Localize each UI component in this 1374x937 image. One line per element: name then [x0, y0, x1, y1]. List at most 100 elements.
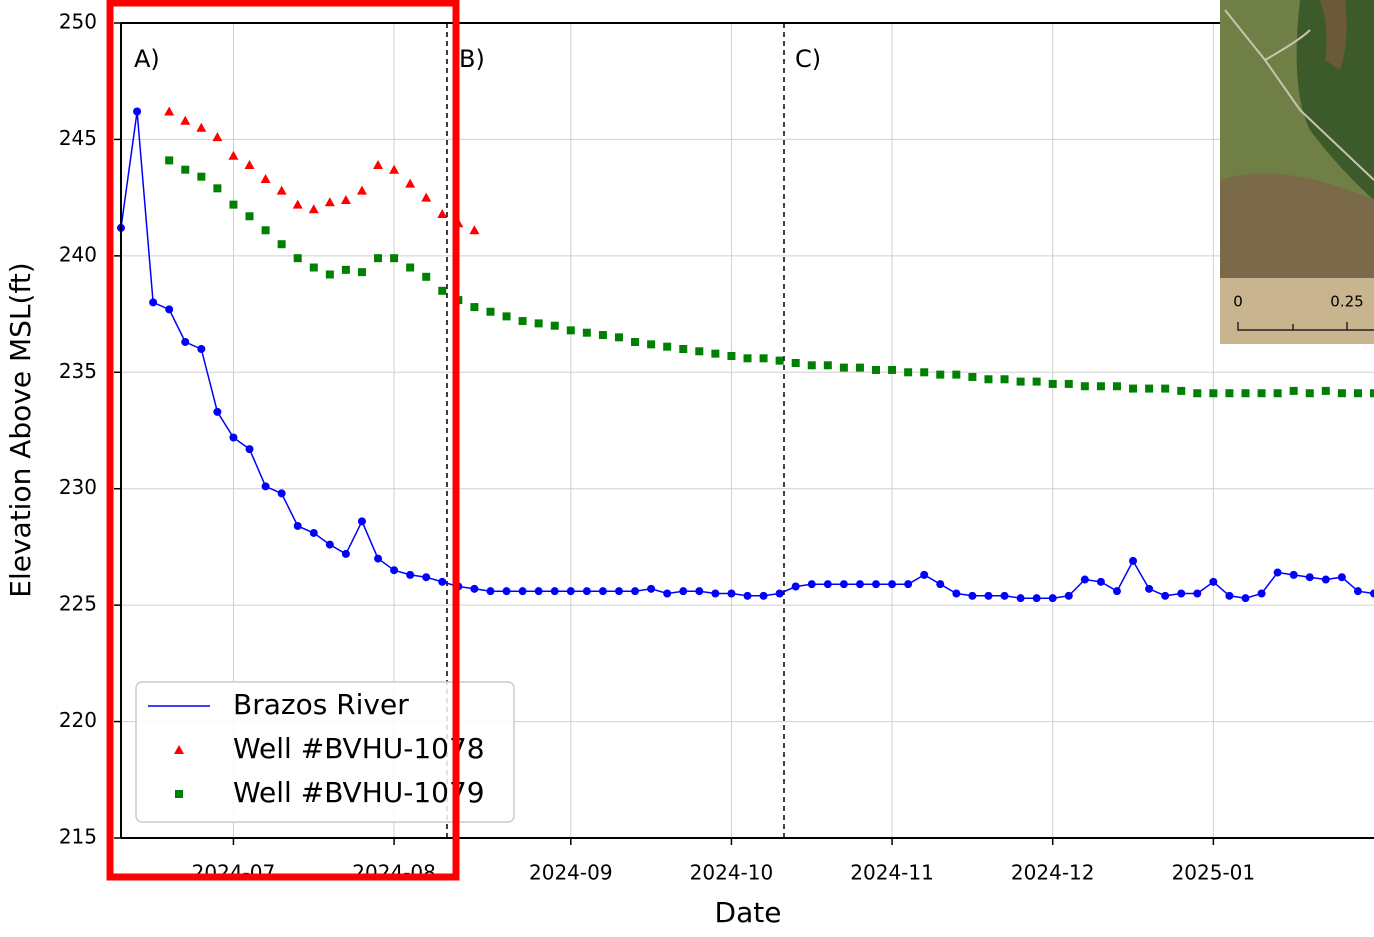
- x-axis-label: Date: [715, 896, 782, 929]
- data-point: [679, 345, 688, 353]
- data-point: [1241, 594, 1250, 603]
- data-point: [292, 199, 303, 209]
- data-point: [486, 587, 495, 596]
- data-point: [374, 554, 383, 563]
- data-point: [356, 185, 367, 195]
- data-point: [1145, 384, 1154, 393]
- data-point: [1337, 389, 1346, 398]
- data-point: [566, 326, 575, 335]
- data-point: [1000, 591, 1009, 600]
- data-point: [711, 589, 720, 598]
- data-point: [406, 263, 415, 272]
- data-point: [631, 338, 640, 347]
- data-point: [872, 365, 881, 374]
- data-point: [374, 254, 383, 263]
- data-point: [582, 328, 591, 337]
- data-point: [261, 226, 270, 235]
- data-point: [904, 580, 913, 589]
- data-point: [743, 591, 752, 600]
- data-point: [1305, 389, 1314, 398]
- data-point: [1257, 389, 1266, 398]
- annotation: C): [795, 45, 821, 73]
- annotation: A): [134, 45, 160, 73]
- data-point: [952, 589, 961, 598]
- data-point: [775, 356, 784, 365]
- data-point: [727, 589, 736, 598]
- y-tick-label: 215: [59, 825, 97, 849]
- data-point: [149, 298, 158, 307]
- data-point: [309, 528, 318, 537]
- legend-label: Well #BVHU-1079: [233, 776, 485, 809]
- data-point: [165, 305, 174, 314]
- data-point: [663, 589, 672, 598]
- data-point: [357, 268, 366, 277]
- data-point: [357, 517, 366, 526]
- data-point: [212, 132, 223, 142]
- data-point: [775, 589, 784, 598]
- data-point: [711, 349, 720, 358]
- data-point: [647, 340, 656, 349]
- data-point: [1048, 594, 1057, 603]
- data-point: [598, 587, 607, 596]
- data-point: [695, 347, 704, 356]
- data-point: [213, 407, 222, 416]
- data-point: [695, 587, 704, 596]
- data-point: [1016, 594, 1025, 603]
- data-point: [1016, 377, 1025, 386]
- data-point: [647, 584, 656, 593]
- map-crop: [1220, 173, 1374, 278]
- data-point: [309, 263, 318, 272]
- data-point: [920, 570, 929, 579]
- data-point: [550, 587, 559, 596]
- data-point: [293, 521, 302, 530]
- data-point: [502, 312, 511, 321]
- data-point: [1064, 379, 1073, 388]
- data-point: [759, 591, 768, 600]
- y-tick-label: 245: [59, 126, 97, 150]
- map-scale-label: 0: [1233, 293, 1243, 311]
- data-point: [245, 212, 254, 221]
- data-point: [839, 580, 848, 589]
- data-point: [1129, 384, 1138, 393]
- legend-label: Well #BVHU-1078: [233, 732, 485, 765]
- map-scale-label: 0.25: [1330, 293, 1363, 311]
- data-point: [1064, 591, 1073, 600]
- data-point: [438, 577, 447, 586]
- data-point: [1209, 577, 1218, 586]
- data-point: [952, 370, 961, 379]
- inset-map: 0 0.25: [1220, 0, 1374, 344]
- data-point: [277, 489, 286, 498]
- data-point: [1096, 577, 1105, 586]
- data-point: [422, 573, 431, 582]
- data-point: [1225, 389, 1234, 398]
- legend-swatch: [175, 790, 183, 798]
- y-tick-label: 240: [59, 242, 97, 266]
- data-point: [244, 160, 255, 170]
- data-point: [245, 445, 254, 454]
- data-point: [196, 122, 207, 132]
- data-point: [133, 107, 142, 116]
- legend-box: [135, 681, 515, 823]
- data-point: [229, 433, 238, 442]
- data-point: [984, 591, 993, 600]
- data-point: [486, 307, 495, 316]
- data-point: [324, 197, 335, 207]
- data-point: [598, 331, 607, 340]
- data-point: [518, 317, 527, 326]
- data-point: [228, 150, 239, 160]
- data-point: [1096, 382, 1105, 391]
- data-point: [469, 225, 480, 235]
- data-point: [1129, 556, 1138, 565]
- data-point: [759, 354, 768, 363]
- y-tick-label: 225: [59, 592, 97, 616]
- data-point: [1370, 389, 1374, 398]
- legend: Brazos River Well #BVHU-1078 Well #BVHU-10…: [135, 681, 515, 823]
- data-point: [1161, 384, 1170, 393]
- data-point: [1370, 589, 1374, 598]
- x-tick-label: 2024-10: [690, 861, 774, 885]
- data-point: [855, 580, 864, 589]
- data-point: [582, 587, 591, 596]
- data-point: [197, 345, 206, 353]
- data-point: [438, 286, 447, 295]
- data-point: [936, 580, 945, 589]
